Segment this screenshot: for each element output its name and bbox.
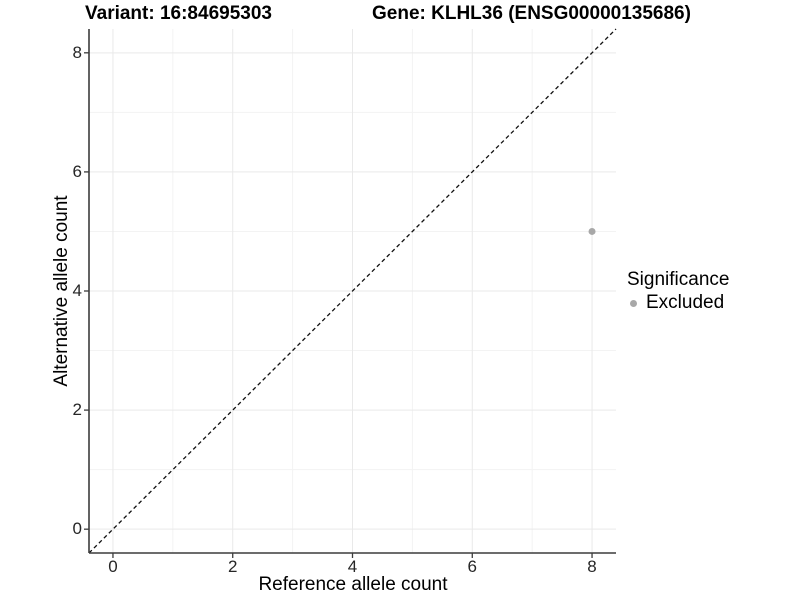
legend-item-label: Excluded <box>646 292 725 313</box>
identity-dashed-line <box>88 28 617 554</box>
y-tick-label: 0 <box>72 519 82 539</box>
x-tick-label: 8 <box>587 557 597 576</box>
y-tick-label: 2 <box>72 400 82 420</box>
data-point <box>588 227 596 235</box>
legend-title: Significance <box>627 269 730 290</box>
x-tick-label: 2 <box>227 557 238 576</box>
legend-item-excluded: Excluded <box>627 292 729 314</box>
legend: Significance Excluded <box>627 268 729 314</box>
y-tick-label: 6 <box>72 161 82 181</box>
x-tick-label: 6 <box>467 557 477 576</box>
y-tick-label: 4 <box>72 281 82 300</box>
y-tick-label: 8 <box>72 42 82 62</box>
x-axis-title: Reference allele count <box>258 574 448 595</box>
x-tick-label: 4 <box>347 557 358 576</box>
plot-title-gene: Gene: KLHL36 (ENSG00000135686) <box>372 3 691 24</box>
legend-point-icon <box>630 299 637 307</box>
x-tick-label: 0 <box>108 557 118 576</box>
plot-title-variant: Variant: 16:84695303 <box>85 3 272 24</box>
